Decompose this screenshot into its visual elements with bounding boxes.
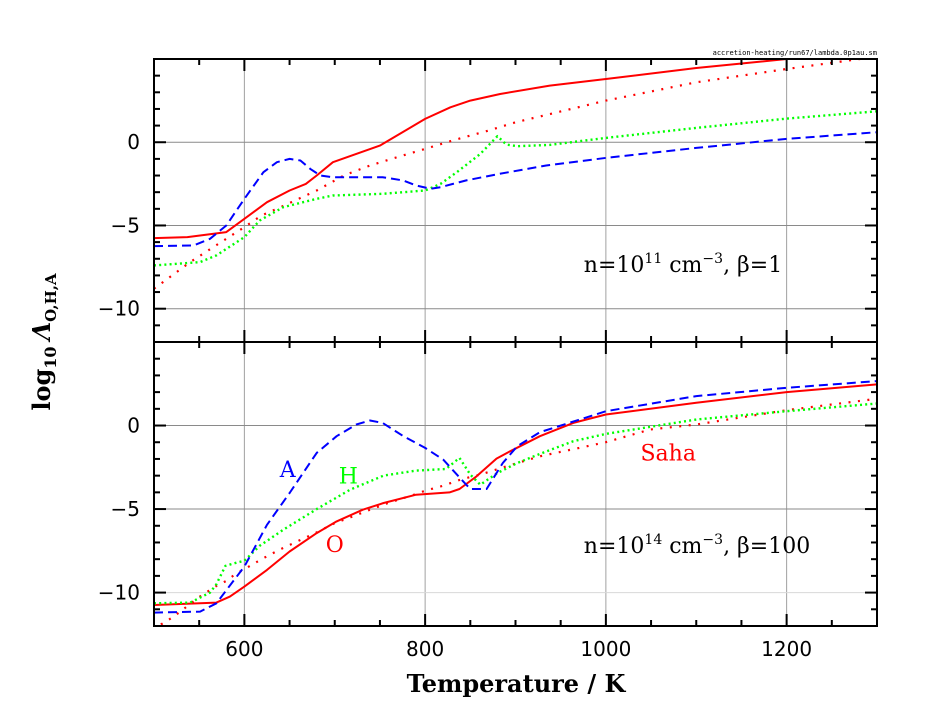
bottom-y-tick-label: −5 [111,497,140,521]
y-axis-title: log10ΛO,H,A [27,273,60,411]
top-series-o [154,59,801,240]
bottom-panel-frame [153,341,878,627]
bottom-series-h [154,402,877,605]
bottom-series-saha [157,397,877,626]
series-label-o: O [326,533,344,558]
label-layer: 0 −5 −10 0 −5 −10 600 800 1000 1200 A H O Saha [98,130,812,661]
filename-label: accretion-heating/run67/lambda.0p1au.sm [713,49,877,57]
bottom-series-a [154,380,877,614]
top-series-group [154,59,877,290]
bottom-series-o [154,383,877,606]
series-layer [154,59,877,626]
top-panel-frame [153,58,878,343]
bottom-x-tick-label: 1000 [580,637,631,661]
frame-layer [153,58,878,627]
bottom-series-group [154,380,877,626]
bottom-panel-note: n=1014 cm−3, β=100 [584,532,810,559]
bottom-y-tick-label: 0 [127,414,140,438]
series-label-h: H [339,465,358,490]
x-axis-title: Temperature / K [407,669,627,698]
bottom-x-tick-label: 800 [406,637,444,661]
series-label-a: A [279,458,297,483]
top-series-h [154,110,877,267]
series-label-saha: Saha [640,441,695,466]
top-y-tick-label: 0 [127,130,140,154]
bottom-y-tick-label: −10 [98,581,140,605]
bottom-x-tick-label: 600 [225,637,263,661]
top-series-a [154,131,877,248]
top-panel-note: n=1011 cm−3, β=1 [584,251,782,278]
top-y-tick-label: −10 [98,297,140,321]
top-y-tick-label: −5 [111,213,140,237]
bottom-x-tick-label: 1200 [761,637,812,661]
grid-layer [154,59,877,626]
